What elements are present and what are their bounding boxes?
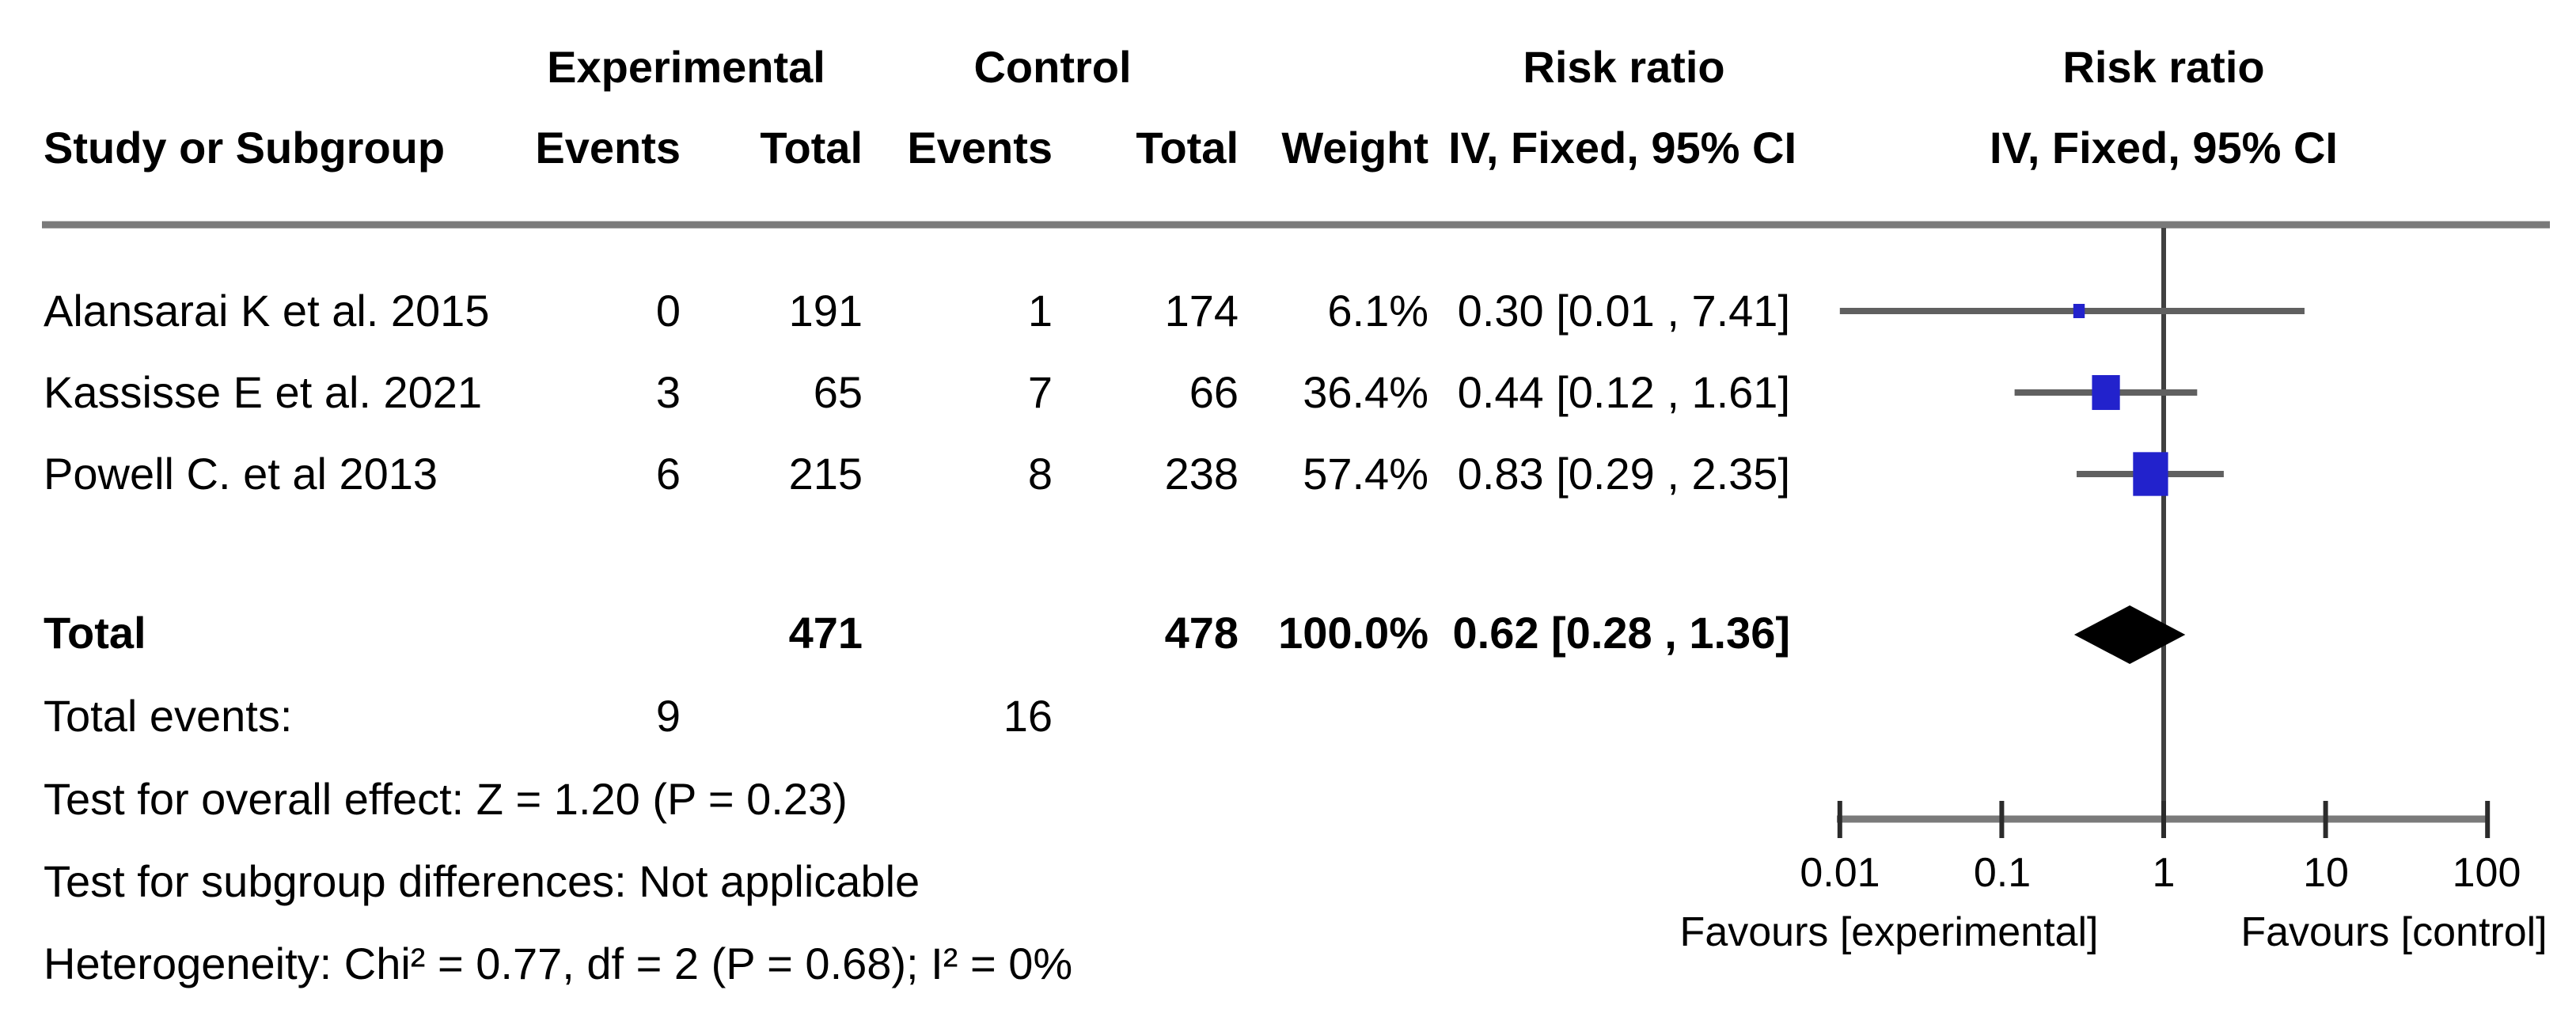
test-subgroup-differences-line: Test for subgroup differences: Not appli… (44, 856, 920, 906)
study-ctrl-total: 238 (1164, 449, 1239, 499)
total-weight: 100.0% (1278, 608, 1428, 658)
effect-marker (2133, 452, 2168, 496)
study-exp-total: 191 (788, 286, 863, 336)
col-header-exp-total: Total (760, 123, 863, 173)
total-events-exp: 9 (655, 691, 681, 741)
study-ctrl-events: 7 (1027, 367, 1053, 417)
study-ctrl-events: 8 (1027, 449, 1053, 499)
axis-tick-label: 0.01 (1800, 850, 1880, 896)
total-events-label: Total events: (44, 691, 293, 741)
group-header-risk-ratio-plot: Risk ratio (2062, 42, 2265, 92)
study-exp-events: 0 (655, 286, 681, 336)
study-ci-text: 0.83 [0.29 , 2.35] (1457, 449, 1790, 499)
axis-tick-label: 10 (2303, 850, 2349, 896)
col-header-exp-events: Events (535, 123, 681, 173)
study-weight: 57.4% (1303, 449, 1428, 499)
study-exp-total: 65 (813, 367, 863, 417)
axis-tick-label: 1 (2152, 850, 2176, 896)
study-ctrl-total: 174 (1164, 286, 1239, 336)
study-exp-events: 6 (655, 449, 681, 499)
study-exp-total: 215 (788, 449, 863, 499)
axis-tick-label: 0.1 (1973, 850, 2032, 896)
study-name: Kassisse E et al. 2021 (44, 367, 483, 417)
total-label: Total (44, 608, 146, 658)
total-exp-total: 471 (788, 608, 863, 658)
col-header-study: Study or Subgroup (44, 123, 446, 173)
group-header-control: Control (973, 42, 1132, 92)
col-header-ci: IV, Fixed, 95% CI (1448, 123, 1796, 173)
total-ctrl-total: 478 (1164, 608, 1239, 658)
study-weight: 36.4% (1303, 367, 1428, 417)
favours-control-label: Favours [control] (2240, 909, 2548, 955)
study-weight: 6.1% (1327, 286, 1428, 336)
study-ci-text: 0.44 [0.12 , 1.61] (1457, 367, 1790, 417)
axis-tick-label: 100 (2452, 850, 2521, 896)
favours-experimental-label: Favours [experimental] (1679, 909, 2099, 955)
heterogeneity-line: Heterogeneity: Chi² = 0.77, df = 2 (P = … (44, 939, 1073, 988)
group-header-experimental: Experimental (547, 42, 825, 92)
effect-marker (2073, 303, 2085, 319)
total-ci-text: 0.62 [0.28 , 1.36] (1452, 608, 1790, 658)
study-ctrl-total: 66 (1189, 367, 1239, 417)
study-ci-text: 0.30 [0.01 , 7.41] (1457, 286, 1790, 336)
study-exp-events: 3 (655, 367, 681, 417)
effect-marker (2092, 374, 2120, 411)
col-header-ctrl-total: Total (1136, 123, 1239, 173)
study-name: Alansarai K et al. 2015 (44, 286, 490, 336)
group-header-risk-ratio: Risk ratio (1523, 42, 1725, 92)
col-header-weight: Weight (1281, 123, 1428, 173)
col-header-ci-plot: IV, Fixed, 95% CI (1990, 123, 2338, 173)
study-ctrl-events: 1 (1027, 286, 1053, 336)
study-name: Powell C. et al 2013 (44, 449, 438, 499)
pooled-diamond (2073, 605, 2186, 664)
col-header-ctrl-events: Events (907, 123, 1053, 173)
test-overall-effect-line: Test for overall effect: Z = 1.20 (P = 0… (44, 774, 848, 824)
total-events-ctrl: 16 (1003, 691, 1053, 741)
